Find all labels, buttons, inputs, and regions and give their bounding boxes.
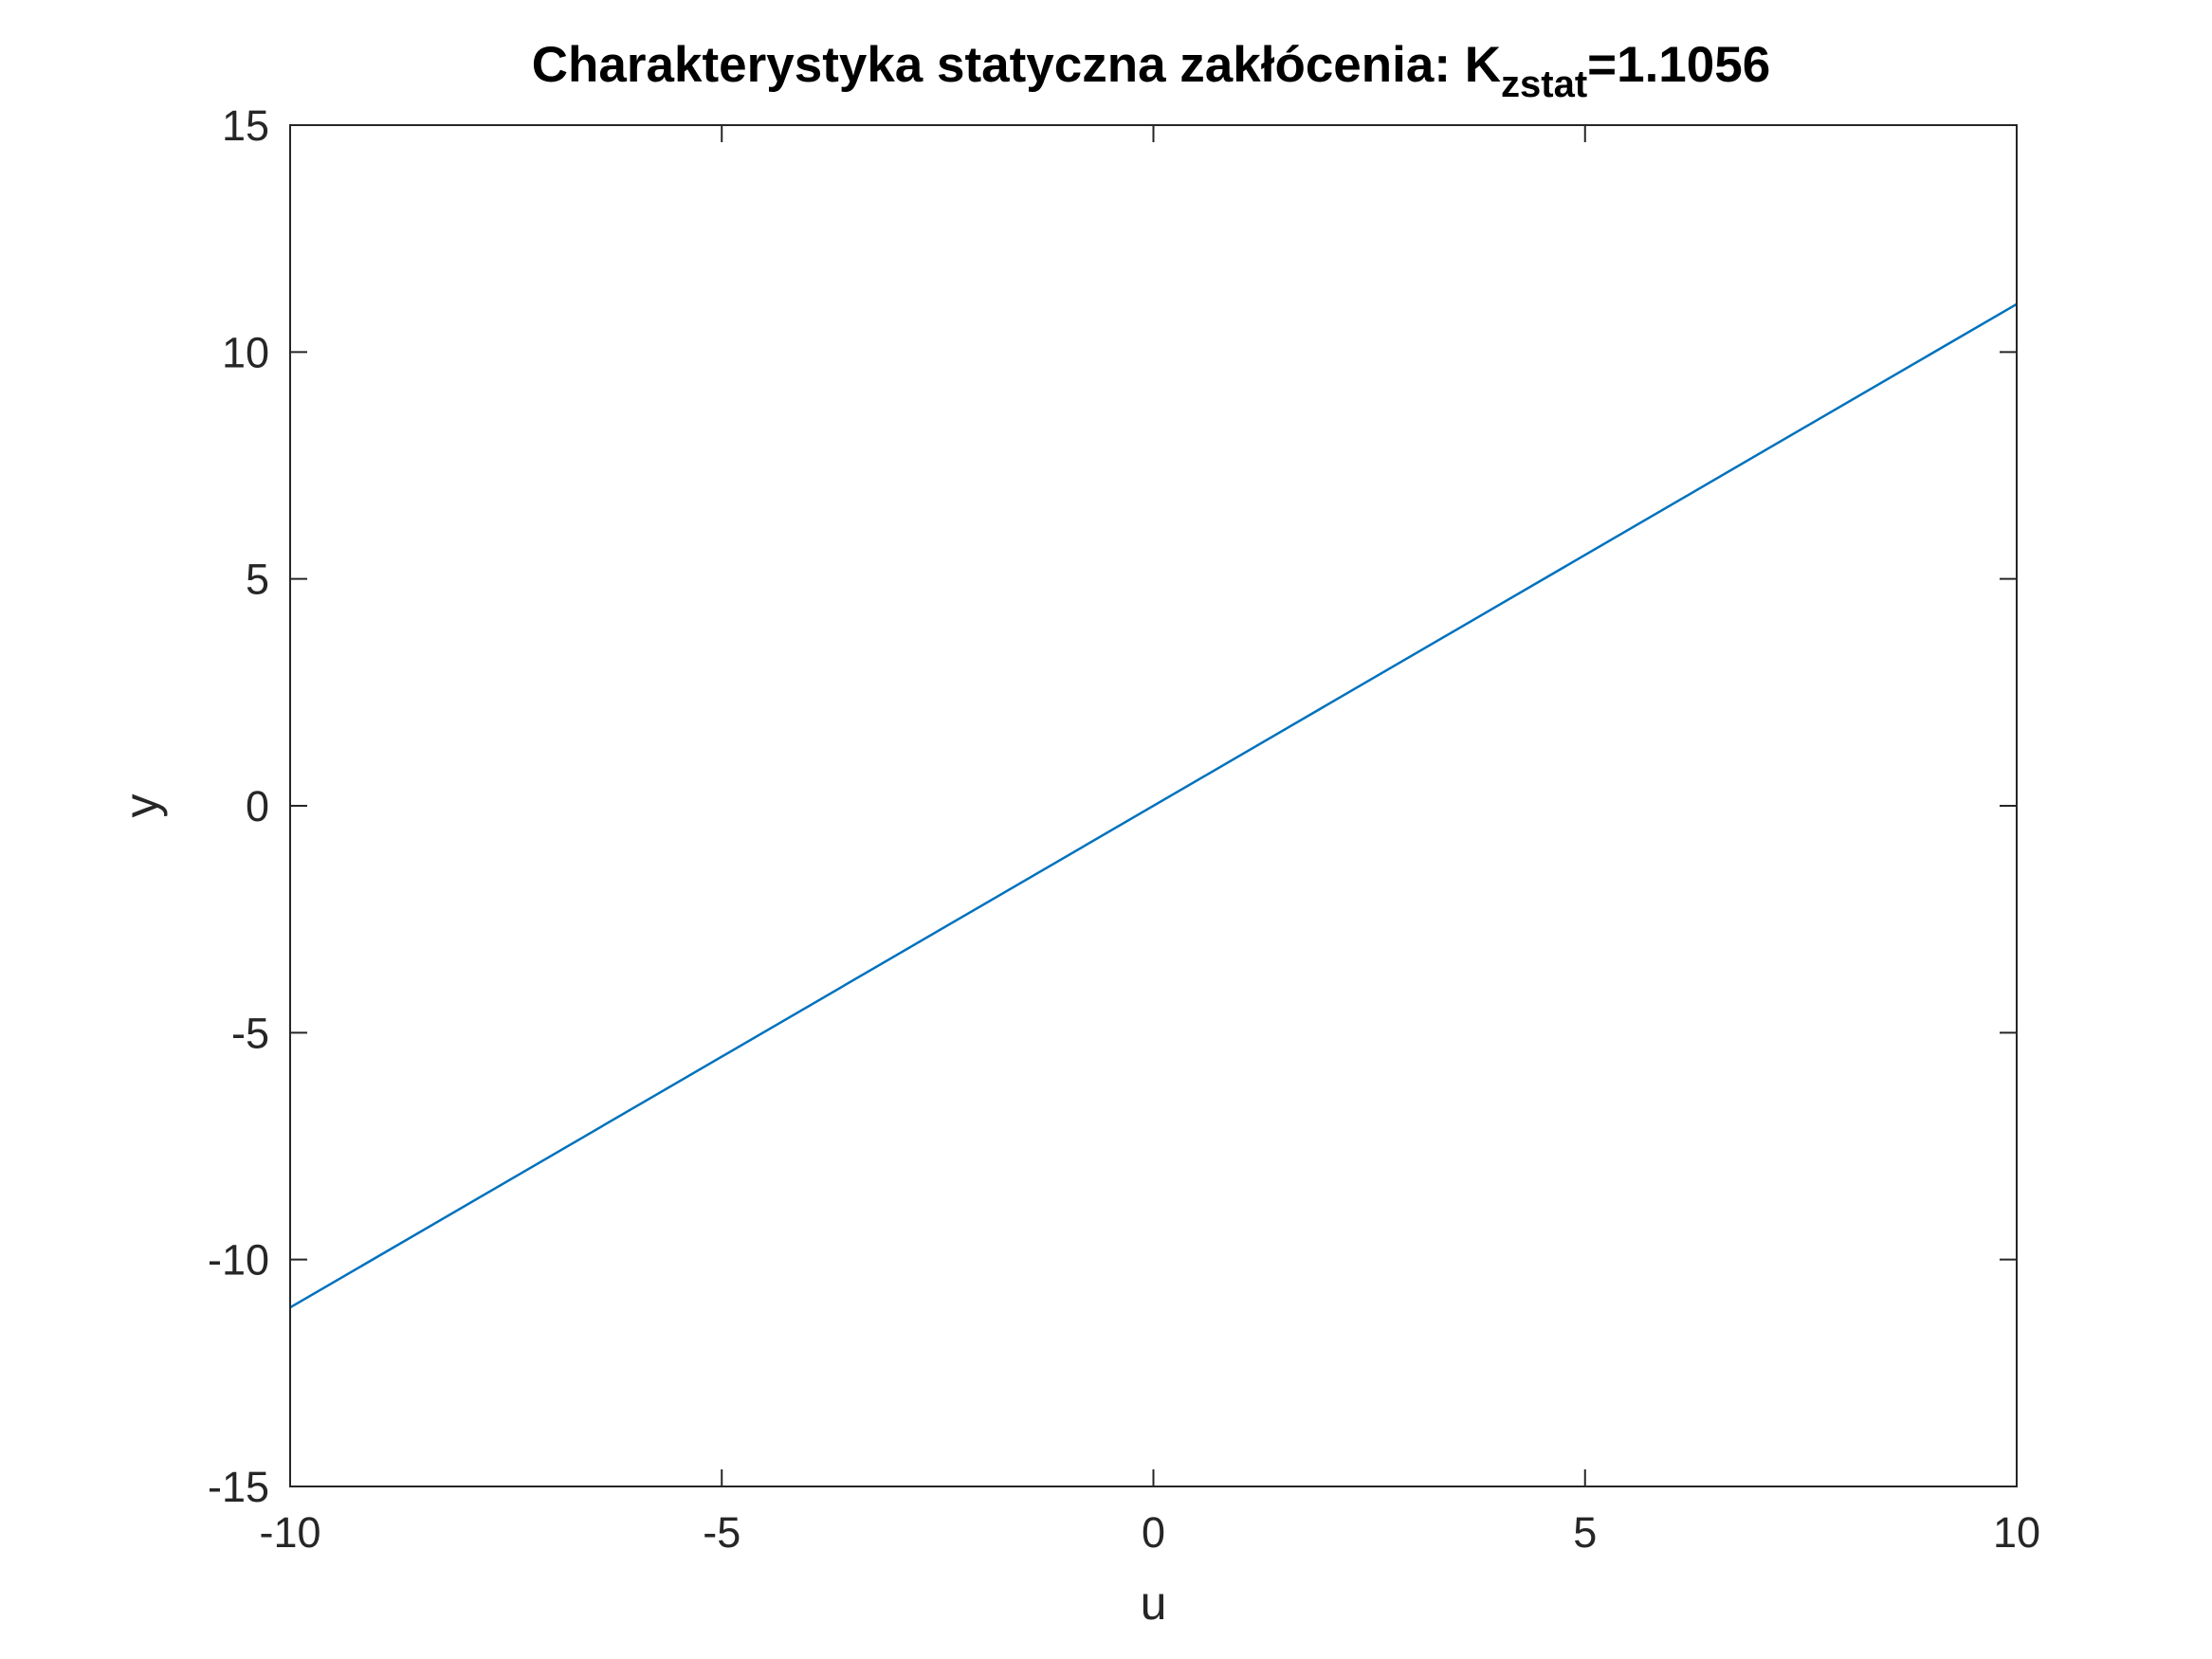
y-tick-label: -10	[208, 1236, 269, 1285]
y-tick-label: -15	[208, 1463, 269, 1511]
y-tick-label: 10	[222, 328, 269, 376]
x-tick-label: 5	[1573, 1508, 1597, 1557]
y-axis-label: y	[115, 794, 168, 818]
y-axis-ticks: -15 -10 -5 0 5 10 15	[208, 101, 2017, 1511]
y-tick-label: 5	[246, 556, 269, 604]
x-tick-label: 0	[1142, 1508, 1165, 1557]
y-tick-label: 0	[246, 782, 269, 830]
x-tick-label: -10	[259, 1508, 320, 1557]
x-tick-label: 10	[1993, 1508, 2040, 1557]
y-tick-label: -5	[231, 1009, 269, 1057]
chart-title-suffix: =1.1056	[1587, 37, 1770, 93]
series-line	[289, 302, 2018, 1309]
chart-title-main: Charakterystyka statyczna zakłócenia: K	[532, 37, 1501, 93]
x-axis-label: u	[1141, 1577, 1167, 1630]
x-tick-label: -5	[703, 1508, 740, 1557]
series-layer	[289, 302, 2018, 1309]
axes-box	[289, 124, 2018, 1487]
chart-title-subscript: zstat	[1501, 64, 1587, 105]
chart-title: Charakterystyka statyczna zakłócenia: Kz…	[532, 37, 1770, 105]
y-tick-label: 15	[222, 101, 269, 150]
x-axis-ticks: -10 -5 0 5 10	[259, 125, 2040, 1557]
